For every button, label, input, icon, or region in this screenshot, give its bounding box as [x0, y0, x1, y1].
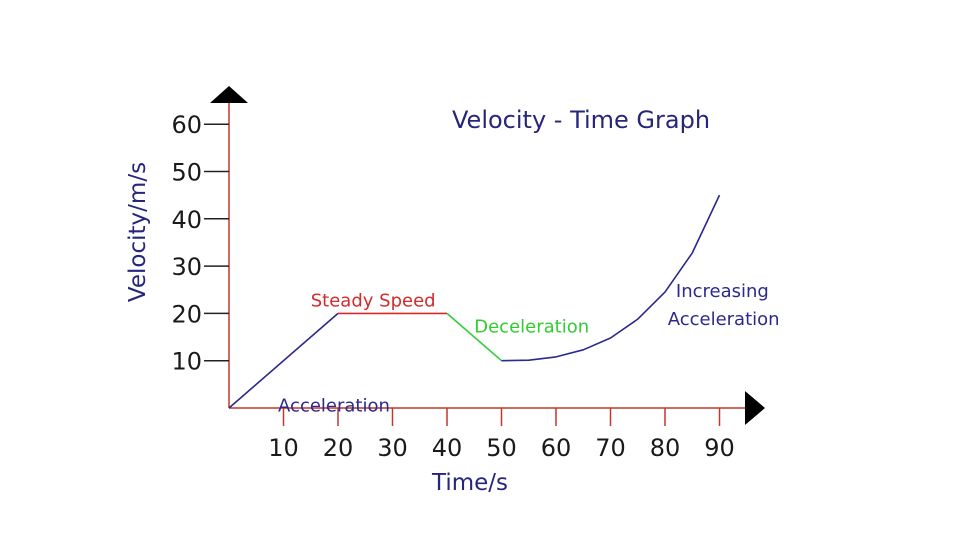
y-tick-label: 10	[171, 348, 202, 376]
x-tick-label: 20	[323, 434, 354, 462]
x-tick-label: 70	[595, 434, 626, 462]
x-tick-label: 30	[377, 434, 408, 462]
y-tick-label: 50	[171, 159, 202, 187]
annotation-label: Acceleration	[668, 309, 780, 330]
y-tick-label: 30	[171, 253, 202, 281]
y-tick-label: 60	[171, 111, 202, 139]
annotation-label: Deceleration	[474, 316, 589, 337]
chart-title: Velocity - Time Graph	[452, 106, 710, 134]
series-line-3	[501, 194, 721, 362]
x-tick-label: 10	[268, 434, 299, 462]
annotation-label: Acceleration	[278, 395, 390, 416]
y-axis-title: Velocity/m/s	[125, 162, 151, 302]
annotation-label: Increasing	[676, 281, 769, 302]
series-line-2	[446, 312, 503, 362]
x-tick-label: 50	[486, 434, 517, 462]
x-axis-arrow-icon	[745, 391, 765, 425]
x-tick-label: 90	[704, 434, 735, 462]
annotation-label: Steady Speed	[311, 290, 436, 311]
series-line-0	[228, 312, 339, 409]
y-axis-arrow-icon	[210, 86, 248, 103]
x-tick-label: 80	[650, 434, 681, 462]
x-tick-label: 60	[541, 434, 572, 462]
y-tick-label: 40	[171, 206, 202, 234]
x-axis-title: Time/s	[431, 470, 508, 496]
y-tick-label: 20	[171, 300, 202, 328]
x-tick-label: 40	[432, 434, 463, 462]
